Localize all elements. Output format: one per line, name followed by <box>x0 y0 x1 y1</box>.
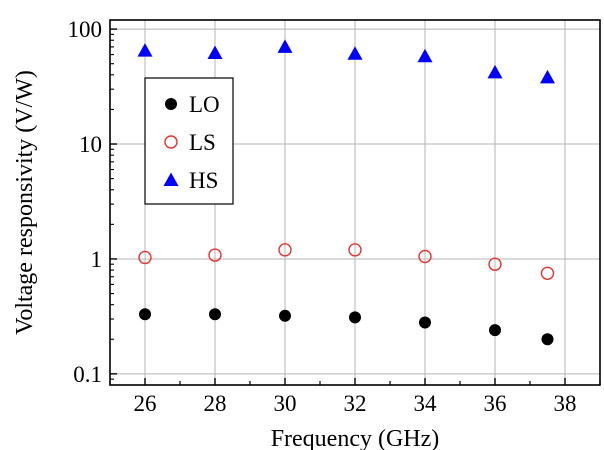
legend-box <box>144 77 234 205</box>
data-point-hs <box>137 43 153 57</box>
data-point-hs <box>277 39 293 53</box>
x-tick-label: 38 <box>554 391 577 416</box>
axes <box>109 19 601 386</box>
legend-marker-ls <box>164 135 178 149</box>
data-point-ls <box>138 250 152 265</box>
legend-label-lo: LO <box>189 92 220 117</box>
series-hs <box>137 39 555 84</box>
y-tick-label: 0.1 <box>73 362 102 387</box>
data-point-ls <box>208 248 222 262</box>
tick-labels: 26 28 30 32 34 36 38 0.1 1 10 100 <box>68 17 577 416</box>
series-lo <box>139 308 554 346</box>
x-tick-label: 32 <box>344 391 367 416</box>
series-ls <box>138 243 555 280</box>
data-point-lo <box>279 309 291 322</box>
data-point-ls <box>348 243 362 257</box>
x-tick-label: 34 <box>414 391 438 416</box>
data-point-lo <box>349 311 361 324</box>
data-point-hs <box>540 69 555 84</box>
x-tick-label: 28 <box>204 391 227 416</box>
data-point-hs <box>487 64 503 79</box>
x-tick-label: 30 <box>274 391 297 416</box>
legend-label-hs: HS <box>189 168 218 193</box>
data-point-ls <box>540 266 555 280</box>
legend-label-ls: LS <box>189 130 216 155</box>
y-tick-label: 100 <box>68 17 103 42</box>
data-point-lo <box>541 333 554 346</box>
data-point-hs <box>207 45 223 59</box>
legend: LO LS HS <box>144 77 234 205</box>
x-tick-label: 36 <box>484 391 507 416</box>
data-point-lo <box>209 308 221 321</box>
y-tick-label: 1 <box>91 247 103 272</box>
data-point-hs <box>347 46 363 60</box>
data-point-ls <box>488 257 502 271</box>
data-point-lo <box>139 308 151 321</box>
y-axis-title: Voltage responsivity (V/W) <box>12 70 38 335</box>
x-axis-title: Frequency (GHz) <box>271 426 440 450</box>
data-point-lo <box>419 316 431 329</box>
data-point-ls <box>278 243 292 257</box>
data-point-lo <box>489 324 501 337</box>
data-point-ls <box>418 249 432 264</box>
y-tick-label: 10 <box>79 132 102 157</box>
legend-marker-lo <box>165 98 177 110</box>
legend-marker-hs <box>163 172 179 186</box>
series-layer <box>137 39 555 346</box>
x-tick-label: 26 <box>134 391 157 416</box>
data-point-hs <box>417 48 433 63</box>
